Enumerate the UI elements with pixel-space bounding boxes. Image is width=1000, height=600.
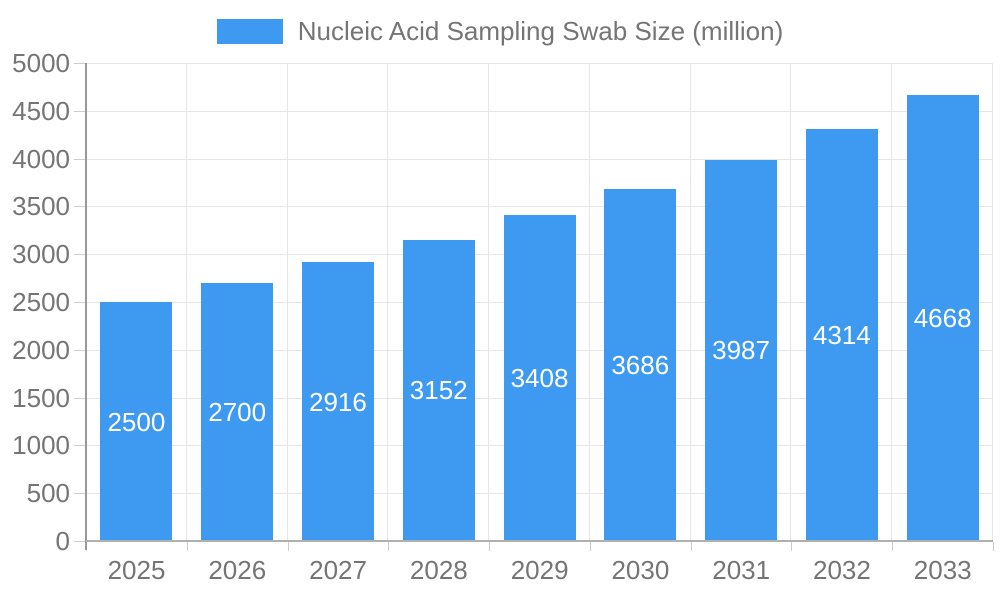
bar-value-label: 3686	[611, 349, 670, 380]
x-axis-tick	[892, 542, 894, 551]
x-axis-label: 2029	[510, 555, 569, 585]
y-axis-label: 3500	[12, 191, 70, 222]
x-axis-tick	[690, 542, 692, 551]
grid-line-vertical	[689, 63, 691, 541]
x-axis-label: 2025	[107, 555, 166, 585]
grid-line-vertical	[992, 63, 993, 541]
y-axis-label: 2500	[12, 287, 70, 317]
y-axis-label: 3000	[12, 239, 70, 270]
x-axis-tick	[388, 542, 390, 551]
y-axis-tick	[74, 445, 86, 447]
x-axis-tick	[993, 542, 994, 551]
legend-label: Nucleic Acid Sampling Swab Size (million…	[297, 15, 784, 46]
grid-line-horizontal	[86, 63, 993, 64]
grid-line-vertical	[387, 63, 389, 541]
y-axis-label: 2000	[12, 334, 70, 365]
grid-line-vertical	[790, 63, 792, 541]
bar-value-label: 4668	[913, 302, 972, 333]
y-axis-tick	[74, 63, 86, 64]
x-axis-label: 2027	[309, 555, 367, 585]
y-axis-label: 500	[26, 478, 70, 509]
grid-line-vertical	[891, 63, 893, 541]
grid-line-vertical	[185, 63, 187, 541]
x-axis-tick	[186, 542, 188, 551]
y-axis-label: 4500	[12, 95, 70, 126]
bar-value-label: 2700	[208, 396, 267, 427]
x-axis-label: 2031	[712, 555, 771, 585]
bar-value-label: 3152	[409, 375, 468, 406]
y-axis-tick	[74, 349, 86, 351]
x-axis-label: 2030	[611, 555, 670, 585]
grid-line-vertical	[286, 63, 288, 541]
y-axis-tick	[74, 302, 86, 303]
bar	[503, 215, 576, 541]
bar	[402, 239, 475, 541]
bar	[100, 302, 173, 541]
x-axis-tick	[589, 542, 591, 551]
y-axis-tick	[74, 158, 86, 160]
y-axis-label: 4000	[12, 143, 70, 174]
x-axis-label: 2026	[208, 555, 267, 585]
legend-swatch	[216, 18, 283, 44]
x-axis-label: 2032	[813, 555, 871, 585]
y-axis-label: 0	[55, 526, 70, 556]
grid-line-horizontal	[86, 206, 993, 208]
y-axis-tick	[74, 397, 86, 399]
y-axis-label: 1000	[12, 430, 70, 461]
bar-value-label: 3408	[510, 363, 569, 394]
y-axis-tick	[74, 493, 86, 495]
grid-line-vertical	[488, 63, 490, 541]
bar-value-label: 3987	[712, 335, 770, 366]
y-axis-tick	[74, 254, 86, 256]
y-axis-tick	[74, 541, 86, 542]
y-axis-label: 5000	[12, 48, 70, 78]
bar	[301, 262, 374, 541]
x-axis-tick	[791, 542, 793, 551]
bar	[906, 94, 979, 541]
x-axis-tick	[489, 542, 491, 551]
grid-line-horizontal	[86, 158, 993, 160]
x-axis-tick	[287, 542, 289, 551]
grid-line-vertical	[588, 63, 590, 541]
bar	[201, 282, 274, 541]
y-axis-tick	[74, 110, 86, 112]
y-axis-tick	[74, 206, 86, 208]
legend-item[interactable]: Nucleic Acid Sampling Swab Size (million…	[0, 12, 1000, 50]
y-axis-line	[85, 63, 87, 550]
x-axis-line	[86, 540, 993, 542]
x-axis-label: 2033	[913, 555, 972, 585]
bar	[805, 128, 878, 541]
bar-value-label: 2500	[107, 406, 166, 437]
grid-line-horizontal	[86, 110, 993, 112]
y-axis-label: 1500	[12, 382, 70, 413]
bar-value-label: 4314	[812, 319, 871, 350]
bar	[604, 188, 677, 541]
bar	[705, 159, 778, 541]
bar-value-label: 2916	[309, 386, 367, 417]
x-axis-label: 2028	[409, 555, 468, 585]
plot-area: 2500 2700 2916 3152 3408 3686 3987 4314 4668	[86, 63, 993, 541]
